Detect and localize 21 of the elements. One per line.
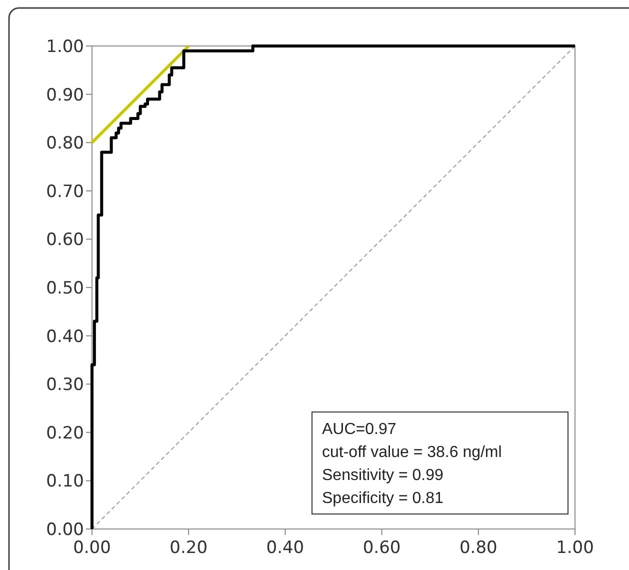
annotation: Specificity = 0.81 (322, 490, 444, 507)
y-tick-label: 0.10 (46, 472, 84, 492)
x-tick-label: 0.20 (170, 538, 208, 558)
y-tick-label: 0.50 (46, 278, 84, 298)
y-tick-label: 0.40 (46, 326, 84, 347)
y-tick-label: 0.60 (46, 230, 84, 250)
y-tick-label: 0.20 (46, 423, 84, 444)
x-tick-label: 0.80 (459, 538, 498, 558)
y-tick-label: 0.80 (46, 134, 84, 154)
x-tick-label: 0.00 (73, 538, 111, 558)
y-tick-label: 0.90 (46, 85, 84, 106)
y-tick-label: 0.30 (46, 375, 84, 396)
annotation: cut-off value = 38.6 ng/ml (322, 444, 502, 461)
x-tick-label: 0.60 (362, 538, 401, 558)
y-tick-label: 0.00 (46, 520, 84, 540)
x-tick-label: 0.40 (266, 538, 304, 558)
annotation: Sensitivity = 0.99 (322, 467, 444, 484)
y-tick-label: 1.00 (46, 36, 84, 57)
x-tick-label: 1.00 (556, 538, 594, 558)
annotation: AUC=0.97 (322, 421, 396, 438)
y-tick-label: 0.70 (46, 182, 84, 202)
